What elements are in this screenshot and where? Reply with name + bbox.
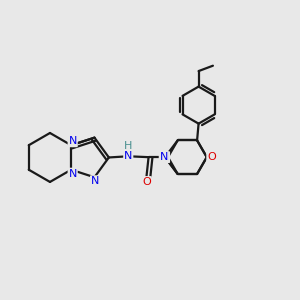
Text: N: N bbox=[160, 152, 168, 162]
Text: O: O bbox=[142, 177, 151, 187]
Text: N: N bbox=[91, 176, 99, 186]
Text: H: H bbox=[124, 141, 132, 152]
Text: N: N bbox=[124, 151, 132, 161]
Text: N: N bbox=[68, 136, 77, 146]
Text: N: N bbox=[68, 169, 77, 178]
Text: O: O bbox=[207, 152, 216, 162]
Text: N: N bbox=[161, 152, 169, 162]
